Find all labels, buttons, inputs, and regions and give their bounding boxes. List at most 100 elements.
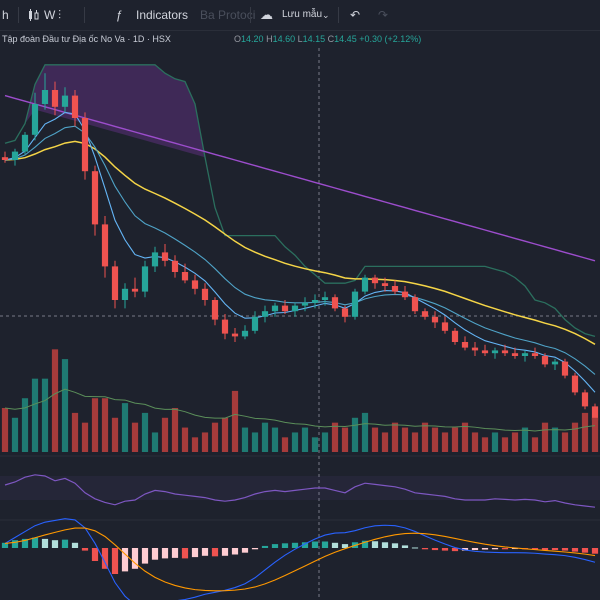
candle-body xyxy=(311,300,319,303)
candle-body xyxy=(291,305,299,312)
candle-body xyxy=(441,322,449,331)
volume-bar xyxy=(271,427,279,452)
macd-histogram-bar xyxy=(381,542,389,548)
macd-line xyxy=(4,518,596,600)
macd-histogram-bar xyxy=(451,548,459,552)
candle-body xyxy=(331,297,339,309)
open-label: O xyxy=(234,34,242,44)
toolbar-divider xyxy=(250,7,251,23)
volume-bar xyxy=(521,427,529,452)
volume-bar xyxy=(171,408,179,452)
indicators-button[interactable]: Indicators xyxy=(136,8,189,22)
volume-bar xyxy=(191,437,199,452)
macd-histogram-bar xyxy=(541,548,549,551)
volume-bar xyxy=(551,427,559,452)
macd-histogram-bar xyxy=(241,548,249,553)
candle-body xyxy=(161,252,169,261)
volume-bar xyxy=(541,422,549,452)
volume-bar xyxy=(591,417,599,452)
candle-body xyxy=(61,95,69,107)
macd-histogram-bar xyxy=(111,548,119,574)
macd-histogram-bar xyxy=(281,543,289,548)
candles-icon-glyph xyxy=(29,9,39,21)
redo-icon[interactable]: ↷ xyxy=(378,8,389,22)
macd-histogram-bar xyxy=(321,541,329,548)
candle-body xyxy=(361,277,369,292)
chevron-down-icon[interactable]: ⌄ xyxy=(322,10,330,20)
volume-bar xyxy=(471,432,479,452)
candle-body xyxy=(591,406,599,421)
candle-body xyxy=(481,350,489,354)
volume-bar xyxy=(301,427,309,452)
candle-body xyxy=(211,300,219,320)
close-value: 14.45 xyxy=(334,34,357,44)
volume-bar xyxy=(481,437,489,452)
candle-body xyxy=(571,375,579,393)
volume-bar xyxy=(411,432,419,452)
macd-histogram-bar xyxy=(571,548,579,552)
rsi-band xyxy=(0,476,600,500)
macd-histogram-bar xyxy=(581,548,589,553)
candle-body xyxy=(51,90,59,107)
volume-bar xyxy=(1,408,9,452)
indicators-icon[interactable]: ƒ xyxy=(116,8,123,22)
macd-histogram-bar xyxy=(31,537,39,548)
macd-histogram-bar xyxy=(291,542,299,548)
symbol-title[interactable]: Tập đoàn Đầu tư Địa ốc No Va · 1D · HSX xyxy=(2,34,171,44)
volume-bar xyxy=(421,422,429,452)
candle-body xyxy=(261,311,269,317)
candles-icon[interactable] xyxy=(28,0,40,30)
macd-histogram-bar xyxy=(81,548,89,551)
candle-body xyxy=(171,260,179,272)
macd-histogram-bar xyxy=(391,543,399,548)
volume-bar xyxy=(221,417,229,452)
candle-body xyxy=(411,297,419,312)
ohlc-readout: O14.20 H14.60 L14.15 C14.45 +0.30 (+2.12… xyxy=(234,30,421,48)
volume-bar xyxy=(461,422,469,452)
macd-histogram-bar xyxy=(1,542,9,548)
compare-icon[interactable]: ⫶ xyxy=(58,8,62,22)
candle-body xyxy=(121,288,129,300)
volume-bar xyxy=(381,432,389,452)
volume-bar xyxy=(231,390,239,452)
volume-bar xyxy=(291,432,299,452)
candle-body xyxy=(81,118,89,172)
volume-bar xyxy=(131,422,139,452)
macd-histogram-bar xyxy=(51,540,59,548)
candle-body xyxy=(221,319,229,334)
low-label: L xyxy=(297,34,303,44)
candle-body xyxy=(131,288,139,292)
fast-ma-line xyxy=(4,111,596,393)
timeframe-button[interactable]: h xyxy=(2,8,9,22)
candle-body xyxy=(321,297,329,300)
candle-body xyxy=(511,353,519,356)
volume-bar xyxy=(391,422,399,452)
volume-bar xyxy=(501,437,509,452)
macd-histogram-bar xyxy=(161,548,169,559)
candle-body xyxy=(91,171,99,225)
macd-histogram-bar xyxy=(481,548,489,550)
macd-histogram-bar xyxy=(41,538,49,548)
candle-body xyxy=(101,224,109,267)
volume-bar xyxy=(441,432,449,452)
macd-histogram-bar xyxy=(591,548,599,554)
change-value: +0.30 (+2.12%) xyxy=(359,34,422,44)
volume-bar xyxy=(311,437,319,452)
candle-body xyxy=(181,272,189,281)
cloud-icon[interactable]: ☁ xyxy=(260,7,273,22)
open-value: 14.20 xyxy=(241,34,264,44)
volume-bar xyxy=(531,437,539,452)
save-template-button[interactable]: Lưu mẫu xyxy=(282,9,323,20)
macd-histogram-bar xyxy=(121,548,129,572)
volume-bar xyxy=(571,422,579,452)
macd-histogram-bar xyxy=(431,548,439,551)
macd-histogram-bar xyxy=(341,544,349,548)
macd-histogram-bar xyxy=(511,548,519,550)
mid-ma-line xyxy=(4,125,596,375)
macd-histogram-bar xyxy=(401,545,409,548)
candle-body xyxy=(111,266,119,300)
undo-icon[interactable]: ↶ xyxy=(350,8,361,22)
chart-type-button[interactable]: W xyxy=(44,8,56,22)
candle-body xyxy=(371,277,379,284)
